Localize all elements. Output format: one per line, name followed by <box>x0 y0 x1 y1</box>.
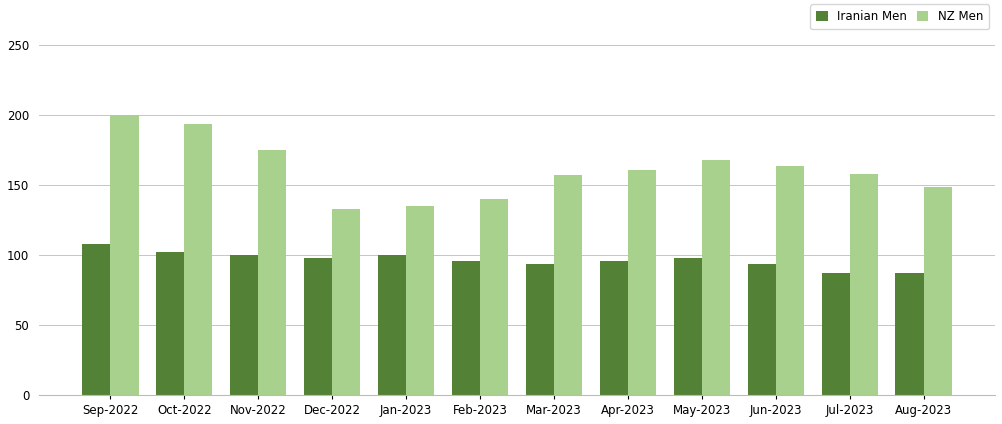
Bar <box>896 273 924 395</box>
Bar <box>924 187 952 395</box>
Bar <box>673 258 701 395</box>
Bar <box>480 199 508 395</box>
Bar <box>378 255 406 395</box>
Bar <box>628 170 656 395</box>
Bar <box>526 264 554 395</box>
Bar <box>230 255 259 395</box>
Bar <box>259 150 287 395</box>
Bar <box>82 244 110 395</box>
Bar <box>184 124 212 395</box>
Bar <box>554 176 582 395</box>
Bar <box>406 206 434 395</box>
Legend: Iranian Men, NZ Men: Iranian Men, NZ Men <box>811 4 989 29</box>
Bar <box>305 258 333 395</box>
Bar <box>452 261 480 395</box>
Bar <box>333 209 361 395</box>
Bar <box>822 273 850 395</box>
Bar <box>850 174 878 395</box>
Bar <box>776 166 804 395</box>
Bar <box>701 160 729 395</box>
Bar <box>600 261 628 395</box>
Bar <box>156 252 184 395</box>
Bar <box>747 264 776 395</box>
Bar <box>110 115 138 395</box>
